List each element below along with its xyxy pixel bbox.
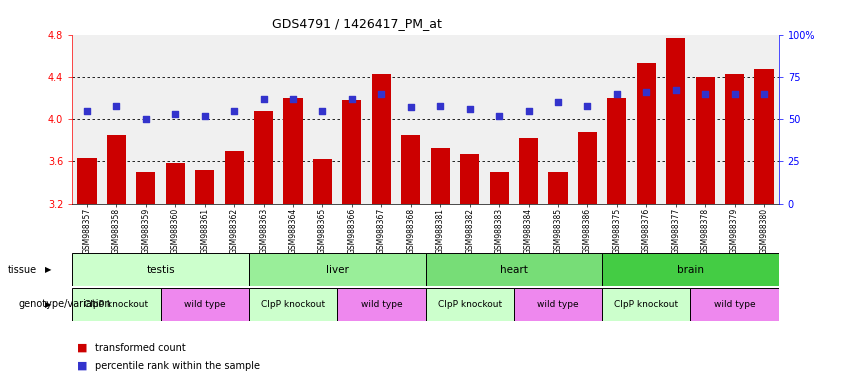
Text: liver: liver: [326, 265, 349, 275]
Point: [610, 91, 624, 97]
Text: ■: ■: [77, 361, 87, 371]
Bar: [426, 253, 602, 286]
Text: wild type: wild type: [361, 300, 403, 309]
Bar: [695, 77, 715, 204]
Text: heart: heart: [500, 265, 528, 275]
Bar: [725, 74, 744, 204]
Point: [757, 91, 771, 97]
Bar: [107, 135, 126, 204]
Bar: [548, 172, 568, 204]
Point: [404, 104, 418, 110]
Point: [198, 113, 212, 119]
Text: wild type: wild type: [537, 300, 579, 309]
Bar: [313, 159, 332, 204]
Point: [286, 96, 300, 102]
Point: [346, 96, 359, 102]
Text: genotype/variation: genotype/variation: [19, 299, 111, 310]
Bar: [690, 288, 779, 321]
Bar: [431, 147, 450, 204]
Bar: [225, 151, 243, 204]
Point: [257, 96, 271, 102]
Point: [580, 103, 594, 109]
Point: [110, 103, 123, 109]
Bar: [77, 158, 97, 204]
Bar: [337, 288, 426, 321]
Point: [522, 108, 535, 114]
Point: [492, 113, 505, 119]
Text: ClpP knockout: ClpP knockout: [261, 300, 325, 309]
Point: [374, 91, 388, 97]
Point: [316, 108, 329, 114]
Text: ▶: ▶: [45, 265, 52, 274]
Text: ClpP knockout: ClpP knockout: [614, 300, 678, 309]
Text: wild type: wild type: [184, 300, 226, 309]
Bar: [249, 253, 426, 286]
Bar: [578, 132, 597, 204]
Bar: [489, 172, 509, 204]
Bar: [136, 172, 156, 204]
Point: [168, 111, 182, 117]
Point: [80, 108, 94, 114]
Bar: [342, 100, 362, 204]
Bar: [637, 63, 656, 204]
Bar: [254, 111, 273, 204]
Bar: [195, 170, 214, 204]
Bar: [372, 74, 391, 204]
Bar: [72, 253, 248, 286]
Bar: [519, 138, 538, 204]
Point: [463, 106, 477, 112]
Bar: [666, 38, 685, 204]
Bar: [460, 154, 479, 204]
Point: [433, 103, 447, 109]
Text: GDS4791 / 1426417_PM_at: GDS4791 / 1426417_PM_at: [272, 17, 443, 30]
Bar: [602, 253, 779, 286]
Text: wild type: wild type: [714, 300, 756, 309]
Bar: [514, 288, 602, 321]
Bar: [72, 288, 161, 321]
Bar: [249, 288, 337, 321]
Point: [139, 116, 152, 122]
Bar: [754, 70, 774, 204]
Point: [669, 87, 683, 93]
Bar: [166, 164, 185, 204]
Point: [639, 89, 653, 95]
Text: ClpP knockout: ClpP knockout: [84, 300, 149, 309]
Bar: [426, 288, 514, 321]
Bar: [602, 288, 690, 321]
Bar: [401, 135, 420, 204]
Bar: [161, 288, 249, 321]
Text: percentile rank within the sample: percentile rank within the sample: [95, 361, 260, 371]
Bar: [608, 98, 626, 204]
Bar: [283, 98, 303, 204]
Text: ClpP knockout: ClpP knockout: [437, 300, 502, 309]
Point: [699, 91, 712, 97]
Point: [728, 91, 741, 97]
Text: ■: ■: [77, 343, 87, 353]
Point: [551, 99, 565, 105]
Text: testis: testis: [146, 265, 175, 275]
Text: transformed count: transformed count: [95, 343, 186, 353]
Text: ▶: ▶: [45, 300, 52, 309]
Point: [227, 108, 241, 114]
Text: brain: brain: [677, 265, 704, 275]
Text: tissue: tissue: [8, 265, 37, 275]
